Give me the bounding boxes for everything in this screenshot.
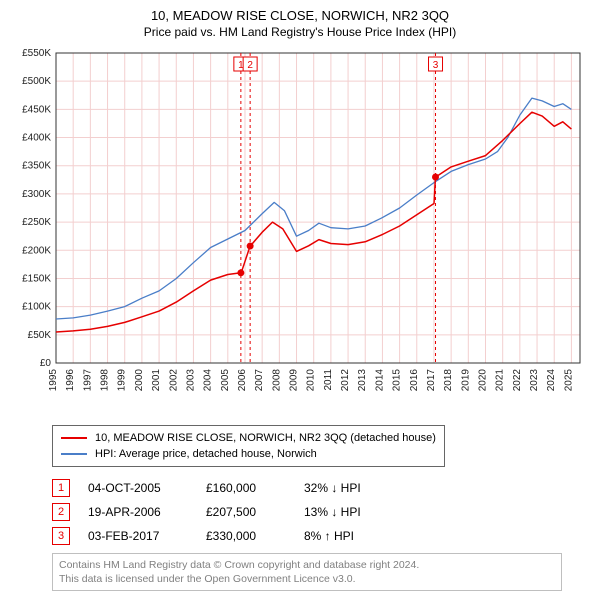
svg-text:2020: 2020 bbox=[478, 369, 489, 392]
svg-text:£500K: £500K bbox=[22, 76, 51, 87]
svg-text:2004: 2004 bbox=[203, 369, 214, 392]
svg-text:2024: 2024 bbox=[546, 369, 557, 392]
legend: 10, MEADOW RISE CLOSE, NORWICH, NR2 3QQ … bbox=[52, 425, 445, 467]
event-row: 1 04-OCT-2005 £160,000 32% ↓ HPI bbox=[52, 479, 590, 497]
svg-text:2: 2 bbox=[247, 60, 253, 71]
svg-text:1996: 1996 bbox=[65, 369, 76, 392]
event-row: 3 03-FEB-2017 £330,000 8% ↑ HPI bbox=[52, 527, 590, 545]
legend-item: HPI: Average price, detached house, Norw… bbox=[61, 446, 436, 462]
event-price: £330,000 bbox=[206, 529, 286, 543]
event-date: 19-APR-2006 bbox=[88, 505, 188, 519]
event-number: 1 bbox=[52, 479, 70, 497]
svg-text:2002: 2002 bbox=[168, 369, 179, 392]
svg-text:£300K: £300K bbox=[22, 189, 51, 200]
legend-swatch bbox=[61, 453, 87, 455]
svg-text:2006: 2006 bbox=[237, 369, 248, 392]
event-diff: 32% ↓ HPI bbox=[304, 481, 394, 495]
svg-text:2018: 2018 bbox=[443, 369, 454, 392]
event-row: 2 19-APR-2006 £207,500 13% ↓ HPI bbox=[52, 503, 590, 521]
svg-text:2023: 2023 bbox=[529, 369, 540, 392]
legend-label: 10, MEADOW RISE CLOSE, NORWICH, NR2 3QQ … bbox=[95, 430, 436, 446]
svg-text:2009: 2009 bbox=[289, 369, 300, 392]
legend-swatch bbox=[61, 437, 87, 439]
svg-text:2001: 2001 bbox=[151, 369, 162, 392]
legend-label: HPI: Average price, detached house, Norw… bbox=[95, 446, 317, 462]
attribution-line: Contains HM Land Registry data © Crown c… bbox=[59, 558, 555, 572]
event-table: 1 04-OCT-2005 £160,000 32% ↓ HPI 2 19-APR-200… bbox=[52, 479, 590, 545]
attribution: Contains HM Land Registry data © Crown c… bbox=[52, 553, 562, 591]
svg-text:2022: 2022 bbox=[512, 369, 523, 392]
svg-text:2007: 2007 bbox=[254, 369, 265, 392]
svg-text:2014: 2014 bbox=[374, 369, 385, 392]
event-number: 2 bbox=[52, 503, 70, 521]
price-chart: £0 £50K £100K £150K £200K £250K £300K £350K £400… bbox=[10, 47, 590, 417]
svg-text:£0: £0 bbox=[40, 358, 52, 369]
event-price: £160,000 bbox=[206, 481, 286, 495]
svg-text:2012: 2012 bbox=[340, 369, 351, 392]
event-diff: 13% ↓ HPI bbox=[304, 505, 394, 519]
svg-text:2000: 2000 bbox=[134, 369, 145, 392]
svg-text:3: 3 bbox=[433, 60, 439, 71]
svg-text:2019: 2019 bbox=[460, 369, 471, 392]
svg-text:1998: 1998 bbox=[100, 369, 111, 392]
svg-text:2010: 2010 bbox=[306, 369, 317, 392]
svg-text:2005: 2005 bbox=[220, 369, 231, 392]
svg-text:£250K: £250K bbox=[22, 217, 51, 228]
event-number: 3 bbox=[52, 527, 70, 545]
svg-text:1999: 1999 bbox=[117, 369, 128, 392]
svg-text:£550K: £550K bbox=[22, 48, 51, 59]
svg-text:£200K: £200K bbox=[22, 245, 51, 256]
svg-text:2017: 2017 bbox=[426, 369, 437, 392]
svg-text:£400K: £400K bbox=[22, 133, 51, 144]
svg-text:2003: 2003 bbox=[185, 369, 196, 392]
attribution-line: This data is licensed under the Open Gov… bbox=[59, 572, 555, 586]
svg-text:2011: 2011 bbox=[323, 369, 334, 391]
event-date: 04-OCT-2005 bbox=[88, 481, 188, 495]
svg-text:1995: 1995 bbox=[48, 369, 59, 392]
svg-text:£450K: £450K bbox=[22, 104, 51, 115]
svg-text:£50K: £50K bbox=[28, 330, 52, 341]
event-date: 03-FEB-2017 bbox=[88, 529, 188, 543]
svg-text:£150K: £150K bbox=[22, 273, 51, 284]
chart-title: 10, MEADOW RISE CLOSE, NORWICH, NR2 3QQ bbox=[10, 8, 590, 23]
svg-text:2016: 2016 bbox=[409, 369, 420, 392]
svg-text:1997: 1997 bbox=[82, 369, 93, 392]
event-diff: 8% ↑ HPI bbox=[304, 529, 394, 543]
svg-text:2013: 2013 bbox=[357, 369, 368, 392]
svg-text:£100K: £100K bbox=[22, 302, 51, 313]
legend-item: 10, MEADOW RISE CLOSE, NORWICH, NR2 3QQ … bbox=[61, 430, 436, 446]
svg-text:2021: 2021 bbox=[495, 369, 506, 392]
svg-text:£350K: £350K bbox=[22, 161, 51, 172]
svg-text:2008: 2008 bbox=[271, 369, 282, 392]
svg-text:2015: 2015 bbox=[392, 369, 403, 392]
chart-subtitle: Price paid vs. HM Land Registry's House … bbox=[10, 25, 590, 39]
svg-text:2025: 2025 bbox=[563, 369, 574, 392]
event-price: £207,500 bbox=[206, 505, 286, 519]
